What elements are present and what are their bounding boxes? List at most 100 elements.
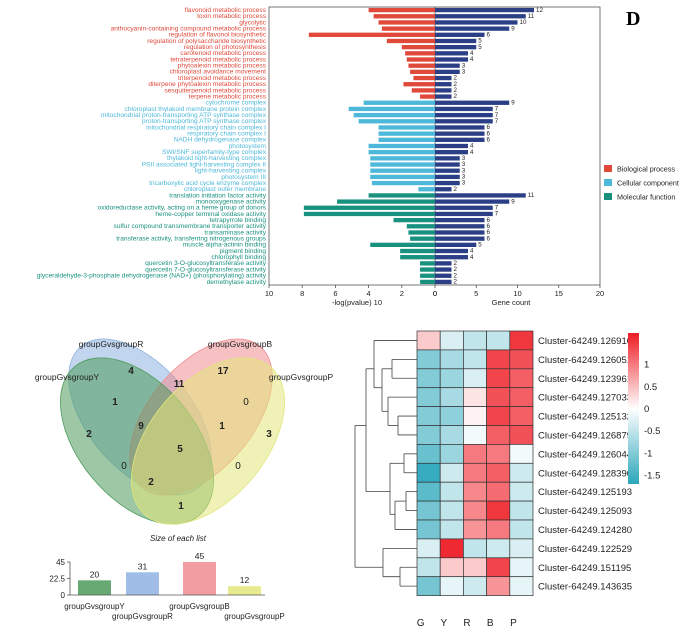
venn-region-count: 4 [128,366,134,377]
heatmap-cell [509,500,534,521]
venn-set-label: groupGvsgroupY [35,372,100,382]
go-logp-bar [408,230,435,235]
go-logp-bar [303,205,435,210]
go-count-label: 3 [462,69,466,76]
go-count-bar [435,180,460,186]
heatmap-row-label: Cluster-64249.126879 [538,430,632,441]
go-term-label: toxin metabolic process [197,13,267,20]
go-logp-bar [406,57,435,62]
heatmap-cell [486,500,511,521]
heatmap-cell [463,368,487,389]
go-legend-label: Biological process [617,165,675,174]
go-count-bar [435,112,493,118]
heatmap-cell [486,349,511,370]
go-count-label: 3 [462,62,466,69]
heatmap-row-label: Cluster-64249.126910 [538,336,632,347]
go-count-label: 2 [454,266,458,273]
go-left-tick-label: 2 [400,289,404,298]
heatmap-cell [509,349,534,370]
heatmap-cell [416,500,441,521]
heatmap-cell [463,330,487,351]
heatmap-cell [509,444,534,464]
go-count-label: 3 [462,167,466,174]
heatmap-cell [486,538,511,559]
go-logp-bar [420,273,435,278]
go-term-label: chloroplast thylakoid membrane protein c… [125,106,267,113]
go-count-bar [435,211,493,217]
heatmap-cell [416,330,441,351]
go-logp-bar [368,150,435,155]
go-count-bar [435,51,468,56]
go-left-axis-label: -log(pvalue) 10 [332,298,382,307]
go-logp-bar [370,168,435,173]
go-count-bar [435,94,452,99]
heatmap-row-label: Cluster-64249.126044 [538,449,632,460]
go-term-label: flavonoid metabolic process [185,7,267,14]
heatmap-cell [439,425,464,445]
size-bar-category: groupGvsgroupP [224,612,284,621]
heatmap-cell [509,576,534,596]
go-count-bar [435,32,485,37]
color-scale-label: -1.5 [644,471,660,482]
size-y-tick-label: 0 [61,591,66,600]
venn-set-label: groupGvsgroupP [269,372,334,382]
go-logp-bar [393,217,435,223]
go-count-label: 7 [495,204,499,211]
go-count-label: 6 [487,229,491,236]
heatmap-cell [509,330,534,351]
go-count-label: 4 [470,56,474,63]
go-logp-bar [370,162,435,167]
go-left-tick-label: 0 [433,289,437,298]
go-legend-swatch [604,165,612,172]
venn-region-count: 5 [177,444,183,455]
heatmap-cell [416,519,441,540]
go-term-label: PSII associated light-harvesting complex… [142,161,266,168]
go-count-label: 9 [511,25,515,32]
venn-region-count: 0 [235,461,241,472]
go-count-label: 4 [470,143,474,150]
size-y-tick-label: 22.5 [49,575,65,584]
go-term-label: tetraterpenoid metabolic process [170,56,266,63]
go-count-label: 4 [470,149,474,156]
heatmap-cell [416,557,441,578]
go-term-label: anthocyanin-containing compound metaboli… [111,25,267,32]
heatmap-col-label: R [463,618,470,627]
go-count-bar [435,82,452,87]
color-scale-label: -0.5 [644,426,660,437]
heatmap-row-label: Cluster-64249.127033 [538,393,632,404]
go-term-label: regulation of photosynthesis [184,44,267,51]
go-count-bar [435,57,468,62]
heatmap-cell [509,462,534,483]
heatmap-cell [416,444,441,464]
heatmap-cell [486,425,511,445]
color-scale-label: 1 [644,360,649,371]
go-count-label: 7 [495,211,499,218]
go-count-label: 2 [454,279,458,286]
color-scale-label: 0.5 [644,382,657,393]
heatmap-cell [463,462,487,483]
go-count-label: 6 [487,31,491,38]
go-logp-bar [337,199,435,204]
go-count-bar [435,125,485,130]
heatmap-cell [463,387,487,407]
go-logp-bar [370,242,435,248]
go-term-label: tricarboxylic acid cycle enzyme complex [149,180,267,187]
venn-set-ellipse [131,357,285,525]
go-term-label: transferase activity, transferring nitro… [116,236,266,243]
go-count-bar [435,106,493,112]
go-count-bar [435,236,485,241]
go-term-label: regulation of flavonol biosynthetic [168,32,266,39]
go-logp-bar [303,211,435,217]
venn-size-subtitle: Size of each list [150,534,207,543]
heatmap-cell [509,557,534,578]
heatmap-cell [416,538,441,559]
go-logp-bar [378,20,435,25]
go-logp-bar [368,193,435,198]
heatmap-cell [486,387,511,407]
go-count-label: 3 [462,155,466,162]
go-left-tick-label: 8 [300,289,304,298]
heatmap-row-label: Cluster-64249.128390 [538,468,632,479]
heatmap-cell [439,481,464,502]
go-term-label: mitochondrial proton-transporting ATP sy… [101,112,267,119]
go-logp-bar [418,187,435,192]
